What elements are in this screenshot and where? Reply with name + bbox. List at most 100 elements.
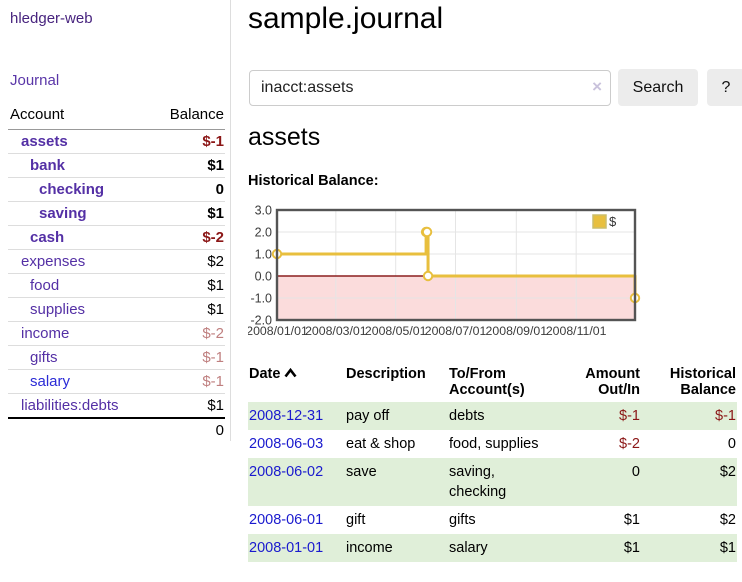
date-header-label: Date bbox=[249, 366, 281, 382]
account-balance: $-1 bbox=[202, 133, 224, 150]
transaction-amount: 0 bbox=[631, 464, 640, 480]
column-header-description: Description bbox=[346, 366, 426, 382]
y-axis-tick-label: 0.0 bbox=[255, 270, 272, 284]
account-link[interactable]: income bbox=[21, 325, 70, 342]
transaction-row: 2008-06-03 eat & shop food, supplies $-2 0 bbox=[248, 430, 737, 458]
account-row: income $-2 bbox=[8, 321, 225, 346]
account-link[interactable]: assets bbox=[21, 133, 68, 150]
chart-legend: $ bbox=[592, 214, 617, 229]
chart-title: Historical Balance: bbox=[248, 173, 379, 189]
y-axis-tick-label: -1.0 bbox=[250, 292, 272, 306]
x-axis-tick-label: 2008/11/01 bbox=[546, 324, 607, 338]
account-row: bank $1 bbox=[8, 153, 225, 178]
account-row: saving $1 bbox=[8, 201, 225, 226]
data-point-marker bbox=[422, 270, 434, 282]
accounts-header-account: Account bbox=[8, 102, 151, 130]
accounts-header-balance: Balance bbox=[150, 102, 225, 130]
account-balance: $1 bbox=[207, 301, 224, 318]
account-balance: $-1 bbox=[202, 349, 224, 366]
transaction-balance: $2 bbox=[719, 512, 736, 528]
account-row: cash $-2 bbox=[8, 225, 225, 250]
transaction-row: 2008-01-01 income salary $1 $1 bbox=[248, 534, 737, 562]
search-input[interactable] bbox=[249, 69, 611, 106]
account-balance: $2 bbox=[207, 253, 224, 270]
account-heading: assets bbox=[248, 123, 321, 151]
transaction-amount: $-2 bbox=[619, 436, 640, 452]
account-link[interactable]: supplies bbox=[30, 301, 86, 318]
transaction-description: eat & shop bbox=[346, 436, 416, 452]
y-axis-tick-label: -2.0 bbox=[250, 314, 272, 328]
search-button[interactable]: Search bbox=[618, 69, 698, 106]
transaction-amount: $1 bbox=[623, 512, 640, 528]
account-row: supplies $1 bbox=[8, 297, 225, 322]
transaction-accounts: saving, checking bbox=[449, 464, 507, 500]
transaction-date-link[interactable]: 2008-06-01 bbox=[249, 512, 324, 528]
account-balance: $-1 bbox=[202, 373, 224, 390]
transaction-date-link[interactable]: 2008-06-03 bbox=[249, 436, 324, 452]
transaction-description: gift bbox=[346, 512, 366, 528]
account-row: salary $-1 bbox=[8, 369, 225, 394]
x-axis-tick-label: 2008/07/01 bbox=[425, 324, 487, 338]
transaction-amount: $1 bbox=[623, 540, 640, 556]
x-axis-tick-label: 2008/03/01 bbox=[305, 324, 367, 338]
account-row: gifts $-1 bbox=[8, 345, 225, 370]
sidebar: hledger-web Journal Account Balance asse… bbox=[0, 0, 231, 441]
transaction-row: 2008-06-02 save saving, checking 0 $2 bbox=[248, 458, 737, 506]
account-balance: $1 bbox=[207, 397, 224, 414]
help-button[interactable]: ? bbox=[707, 69, 742, 106]
accounts-total: 0 bbox=[215, 422, 224, 439]
account-balance: $1 bbox=[207, 277, 224, 294]
account-balance: $-2 bbox=[202, 229, 224, 246]
transaction-accounts: debts bbox=[449, 408, 485, 424]
transaction-row: 2008-12-31 pay off debts $-1 $-1 bbox=[248, 402, 737, 430]
account-row: liabilities:debts $1 bbox=[8, 393, 225, 419]
register-table: Date Description To/From Account(s) Amou… bbox=[248, 364, 737, 562]
transaction-amount: $-1 bbox=[619, 408, 640, 424]
x-axis-tick-label: 2008/05/01 bbox=[365, 324, 427, 338]
account-balance: $-2 bbox=[202, 325, 224, 342]
x-axis-tick-label: 2008/01/01 bbox=[248, 324, 308, 338]
account-link[interactable]: liabilities:debts bbox=[21, 397, 119, 414]
transaction-description: pay off bbox=[346, 408, 390, 424]
transaction-accounts: salary bbox=[449, 540, 488, 556]
account-link[interactable]: gifts bbox=[30, 349, 58, 366]
sidebar-item-journal[interactable]: Journal bbox=[10, 72, 60, 89]
brand-link[interactable]: hledger-web bbox=[10, 10, 93, 27]
column-header-date[interactable]: Date bbox=[248, 364, 345, 402]
transaction-accounts: food, supplies bbox=[449, 436, 539, 452]
account-link[interactable]: expenses bbox=[21, 253, 86, 270]
column-header-amount: Amount Out/In bbox=[585, 366, 640, 398]
column-header-balance: Historical Balance bbox=[669, 366, 736, 398]
x-axis-tick-label: 2008/09/01 bbox=[486, 324, 548, 338]
transaction-date-link[interactable]: 2008-12-31 bbox=[249, 408, 324, 424]
account-link[interactable]: salary bbox=[30, 373, 71, 390]
transaction-date-link[interactable]: 2008-01-01 bbox=[249, 540, 324, 556]
plot-border bbox=[275, 208, 637, 322]
account-link[interactable]: cash bbox=[30, 229, 65, 246]
transaction-balance: 0 bbox=[727, 436, 736, 452]
column-header-accounts: To/From Account(s) bbox=[449, 366, 525, 398]
account-row: expenses $2 bbox=[8, 249, 225, 274]
transaction-balance: $-1 bbox=[715, 408, 736, 424]
sort-ascending-icon bbox=[284, 366, 297, 382]
account-link[interactable]: food bbox=[30, 277, 60, 294]
historical-balance-chart: $3.0 2.0 1.0 0.0 -1.0 -2.0 2008/01/01 2008/03/0… bbox=[248, 198, 668, 346]
page-title: sample.journal bbox=[248, 2, 444, 35]
transaction-balance: $1 bbox=[719, 540, 736, 556]
account-link[interactable]: bank bbox=[30, 157, 66, 174]
account-link[interactable]: checking bbox=[39, 181, 105, 198]
chart-canvas: $3.0 2.0 1.0 0.0 -1.0 -2.02008/01/012008/03/0… bbox=[248, 204, 641, 338]
transaction-row: 2008-06-01 gift gifts $1 $2 bbox=[248, 506, 737, 534]
account-row: assets $-1 bbox=[8, 130, 225, 154]
account-balance: $1 bbox=[207, 157, 224, 174]
transaction-date-link[interactable]: 2008-06-02 bbox=[249, 464, 324, 480]
transaction-accounts: gifts bbox=[449, 512, 476, 528]
clear-search-icon[interactable]: × bbox=[592, 76, 602, 96]
y-axis-tick-label: 3.0 bbox=[255, 204, 272, 218]
accounts-total-row: 0 bbox=[8, 418, 225, 442]
transaction-balance: $2 bbox=[719, 464, 736, 480]
account-link[interactable]: saving bbox=[39, 205, 87, 222]
data-point-marker bbox=[421, 226, 433, 238]
transaction-description: income bbox=[346, 540, 393, 556]
account-row: food $1 bbox=[8, 273, 225, 298]
